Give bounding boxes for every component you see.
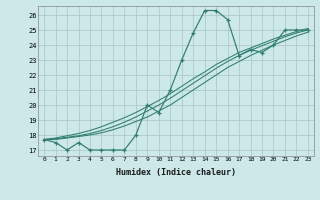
X-axis label: Humidex (Indice chaleur): Humidex (Indice chaleur)	[116, 168, 236, 177]
